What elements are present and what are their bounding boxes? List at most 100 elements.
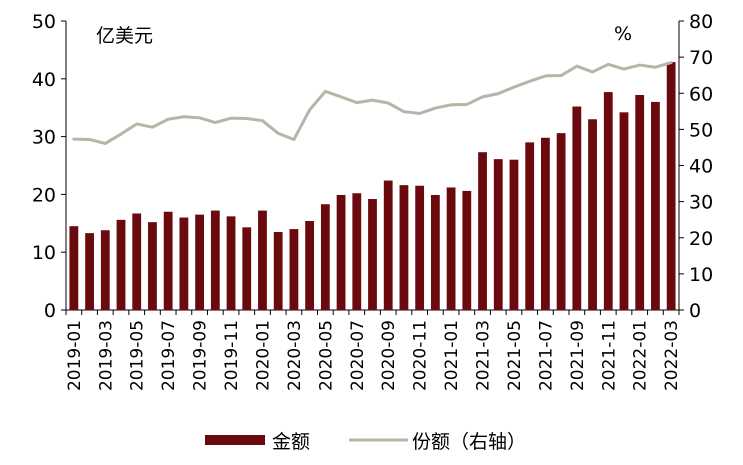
bar: [258, 210, 267, 310]
bar: [525, 142, 535, 310]
bar: [493, 159, 503, 310]
line-point: [386, 101, 390, 105]
x-tick-label: 2020-07: [348, 320, 368, 391]
bar: [478, 152, 487, 310]
x-tick-label: 2021-03: [474, 320, 494, 391]
line-point: [214, 121, 217, 124]
bar: [415, 185, 425, 310]
x-tick-label: 2021-09: [568, 320, 588, 391]
bar: [540, 137, 550, 310]
bar: [619, 112, 629, 310]
right-tick-label: 20: [689, 228, 713, 250]
bar: [635, 94, 645, 310]
x-tick-label: 2022-03: [662, 320, 682, 391]
line-point: [496, 92, 500, 95]
legend-bar-swatch: [205, 435, 265, 445]
x-tick-label: 2019-05: [128, 320, 148, 391]
x-tick-label: 2019-03: [96, 320, 116, 391]
line-point: [339, 95, 343, 99]
legend-line-label: 份额（右轴）: [412, 431, 526, 453]
line-point: [229, 116, 233, 120]
line-point: [308, 108, 311, 112]
bar: [446, 187, 456, 310]
line-point: [591, 70, 594, 74]
bar: [556, 133, 566, 310]
right-tick-label: 70: [689, 47, 713, 69]
left-tick-label: 0: [44, 300, 56, 322]
bar: [210, 210, 220, 310]
line-point: [638, 63, 642, 67]
line-point: [324, 90, 327, 93]
line-point: [198, 116, 201, 120]
right-tick-label: 30: [689, 192, 713, 214]
line-point: [276, 132, 280, 135]
legend: 金额 份额（右轴）: [205, 431, 526, 453]
bar: [399, 185, 409, 310]
right-tick-label: 0: [689, 300, 701, 322]
line-point: [606, 63, 610, 66]
line-point: [544, 74, 547, 78]
left-tick-label: 50: [32, 11, 56, 33]
bar: [603, 92, 613, 311]
line-point: [72, 137, 76, 141]
bar: [666, 62, 676, 311]
line-point: [182, 115, 186, 119]
line-point: [418, 112, 421, 115]
line-point: [512, 85, 516, 89]
x-tick-label: 2020-01: [253, 320, 273, 391]
bar: [242, 227, 252, 310]
bar: [368, 199, 377, 310]
bar: [289, 229, 299, 310]
line-point: [119, 132, 123, 136]
x-axis-ticks: 2019-01 2019-03 2019-05 2019-07 2019-09 2019-…: [65, 310, 682, 391]
bar: [100, 230, 110, 310]
bar: [320, 204, 330, 310]
x-tick-label: 2021-11: [599, 320, 619, 391]
right-tick-label: 80: [689, 11, 713, 33]
line-point: [135, 122, 139, 126]
legend-bar-label: 金额: [272, 431, 310, 453]
line-point: [245, 117, 249, 120]
right-axis-unit: %: [614, 23, 632, 45]
left-tick-label: 30: [32, 127, 56, 149]
bar: [509, 159, 519, 310]
line-point: [103, 142, 107, 145]
bar: [383, 180, 393, 310]
line-point: [669, 61, 673, 64]
x-tick-label: 2020-05: [316, 320, 336, 391]
share-line: [72, 61, 673, 145]
bar: [430, 194, 440, 310]
line-point: [481, 95, 484, 99]
line-point: [559, 74, 563, 77]
left-axis-unit: 亿美元: [96, 25, 153, 47]
bar: [572, 106, 582, 310]
bar-series: [69, 62, 676, 311]
bar: [116, 219, 126, 310]
x-tick-label: 2022-01: [631, 320, 651, 391]
x-tick-label: 2020-09: [379, 320, 399, 391]
line-point: [654, 65, 657, 69]
bar: [69, 226, 79, 310]
line-point: [151, 125, 154, 129]
left-tick-label: 10: [32, 242, 56, 264]
x-tick-label: 2019-09: [191, 320, 211, 391]
line-point: [449, 103, 453, 107]
right-axis-ticks: 0 10 20 30 40 50 60 70 80: [679, 11, 713, 322]
line-point: [465, 103, 469, 106]
line-point: [292, 138, 296, 141]
x-tick-label: 2019-07: [159, 320, 179, 391]
line-point: [528, 80, 531, 83]
line-point: [166, 117, 170, 121]
bar: [195, 214, 205, 310]
right-tick-label: 10: [689, 264, 713, 286]
line-point: [261, 119, 264, 123]
right-tick-label: 50: [689, 119, 713, 141]
bar: [273, 231, 283, 310]
x-tick-label: 2020-11: [411, 320, 431, 391]
bar: [148, 222, 157, 310]
line-point: [434, 106, 437, 110]
line-point: [355, 101, 359, 104]
line-series: [72, 61, 673, 145]
